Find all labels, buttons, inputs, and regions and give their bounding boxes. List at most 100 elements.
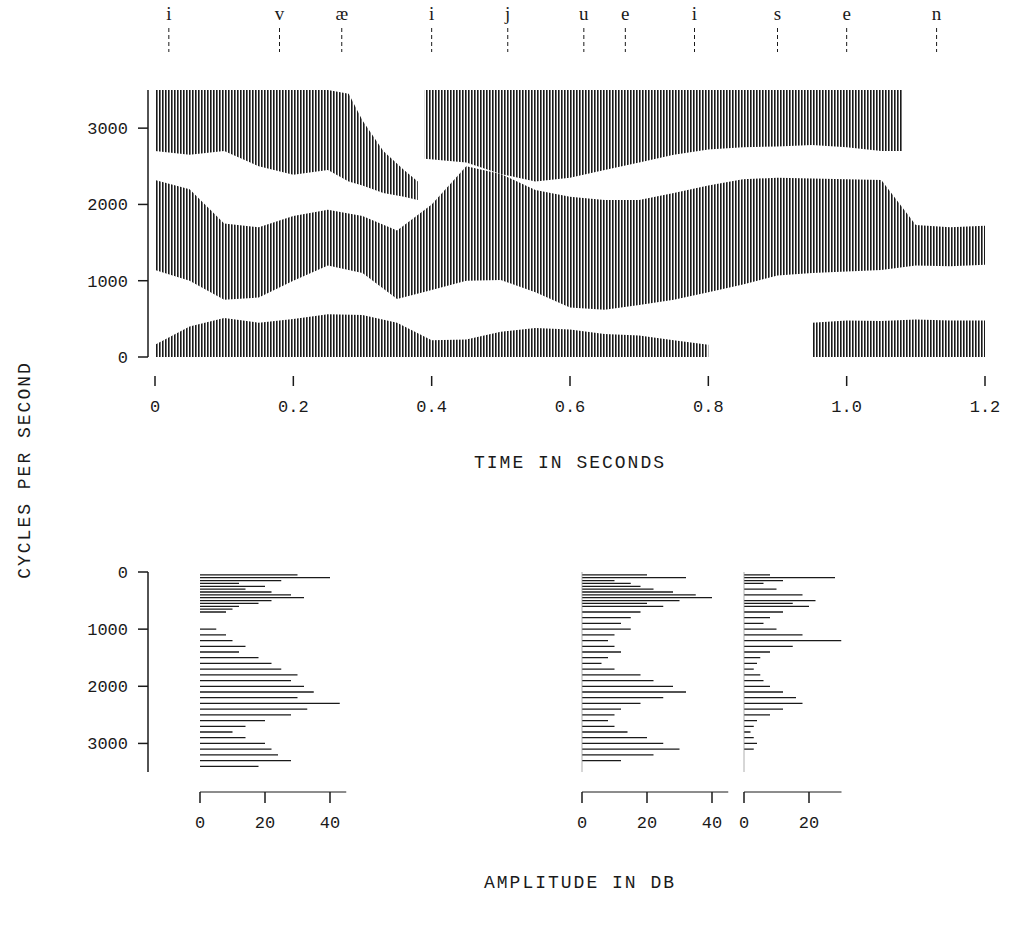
harmonic-line (582, 586, 641, 587)
formant-band (155, 166, 985, 309)
harmonic-line (744, 646, 793, 647)
harmonic-line (582, 597, 712, 598)
harmonic-line (200, 754, 278, 755)
harmonic-line (200, 597, 304, 598)
harmonic-line (200, 680, 291, 681)
harmonic-line (744, 603, 793, 604)
formant-band (425, 90, 902, 182)
harmonic-line (744, 674, 760, 675)
amplitude-section (744, 575, 842, 749)
y-tick (138, 127, 148, 129)
harmonic-line (582, 714, 615, 715)
harmonic-line (200, 608, 233, 609)
phone-marker (936, 28, 937, 52)
harmonic-line (200, 586, 265, 587)
x-tick-label: 0.6 (555, 398, 586, 417)
phone-label: i (429, 3, 434, 24)
harmonic-line (744, 606, 809, 607)
phone-marker (341, 28, 342, 52)
harmonic-line (582, 606, 663, 607)
harmonic-line (582, 703, 641, 704)
harmonic-line (582, 708, 621, 709)
harmonic-line (744, 720, 757, 721)
harmonic-line (744, 623, 764, 624)
harmonic-line (582, 663, 602, 664)
harmonic-line (200, 766, 259, 767)
harmonic-line (744, 731, 751, 732)
harmonic-line (582, 646, 615, 647)
harmonic-line (200, 640, 233, 641)
harmonic-line (744, 680, 764, 681)
amplitude-tick-label: 40 (702, 814, 722, 833)
amplitude-tick (808, 792, 810, 803)
harmonic-line (744, 726, 754, 727)
harmonic-line (744, 600, 816, 601)
harmonic-line (200, 691, 314, 692)
harmonic-line (582, 623, 621, 624)
harmonic-line (744, 686, 770, 687)
harmonic-line (744, 748, 754, 749)
x-tick (708, 376, 710, 386)
x-tick (984, 376, 986, 386)
harmonic-line (582, 611, 641, 612)
harmonic-line (200, 703, 340, 704)
amplitude-tick-label: 20 (255, 814, 275, 833)
amplitude-tick-label: 40 (320, 814, 340, 833)
phone-label: e (842, 3, 850, 24)
frequency-tick (138, 571, 148, 573)
harmonic-line (744, 714, 770, 715)
harmonic-line (582, 737, 647, 738)
amplitude-axis-line (744, 792, 842, 793)
x-tick-label: 0.4 (416, 398, 447, 417)
harmonic-line (200, 697, 298, 698)
frequency-tick-label: 3000 (87, 735, 128, 754)
harmonic-line (200, 603, 259, 604)
y-axis-line (147, 90, 149, 357)
x-axis-title: TIME IN SECONDS (474, 453, 666, 473)
harmonic-line (200, 686, 304, 687)
harmonic-line (200, 731, 233, 732)
amplitude-axis-line (582, 792, 728, 793)
formant-band (812, 320, 985, 357)
x-tick-label: 0.2 (278, 398, 309, 417)
harmonic-line (744, 703, 803, 704)
harmonic-line (200, 708, 307, 709)
harmonic-line (200, 583, 239, 584)
harmonic-line (200, 580, 281, 581)
phone-marker (507, 28, 508, 52)
harmonic-line (200, 714, 291, 715)
harmonic-line (744, 737, 754, 738)
harmonic-line (582, 594, 696, 595)
harmonic-line (200, 588, 246, 589)
harmonic-line (582, 588, 654, 589)
x-tick-label: 1.2 (970, 398, 1001, 417)
harmonic-line (200, 651, 239, 652)
harmonic-line (582, 583, 631, 584)
y-tick (138, 280, 148, 282)
harmonic-line (744, 697, 796, 698)
y-tick-label: 1000 (87, 273, 128, 292)
x-tick (569, 376, 571, 386)
harmonic-line (200, 591, 272, 592)
harmonic-line (744, 640, 842, 641)
y-tick-label: 2000 (87, 196, 128, 215)
phone-marker (777, 28, 778, 52)
amplitude-tick (743, 792, 745, 803)
harmonic-line (200, 737, 246, 738)
figure: CYCLES PER SECOND010002000300000.20.40.6… (0, 0, 1013, 930)
phone-label: i (692, 3, 697, 24)
amplitude-axis-line (200, 792, 346, 793)
x-tick (154, 376, 156, 386)
harmonic-line (200, 668, 281, 669)
harmonic-line (582, 617, 631, 618)
phone-label: æ (335, 3, 348, 24)
bands (155, 90, 985, 357)
x-tick-label: 1.0 (831, 398, 862, 417)
harmonic-line (200, 634, 226, 635)
harmonic-line (582, 600, 680, 601)
harmonic-line (582, 748, 680, 749)
harmonic-line (200, 646, 246, 647)
harmonic-line (582, 657, 608, 658)
harmonic-line (200, 743, 265, 744)
y-tick (138, 356, 148, 358)
